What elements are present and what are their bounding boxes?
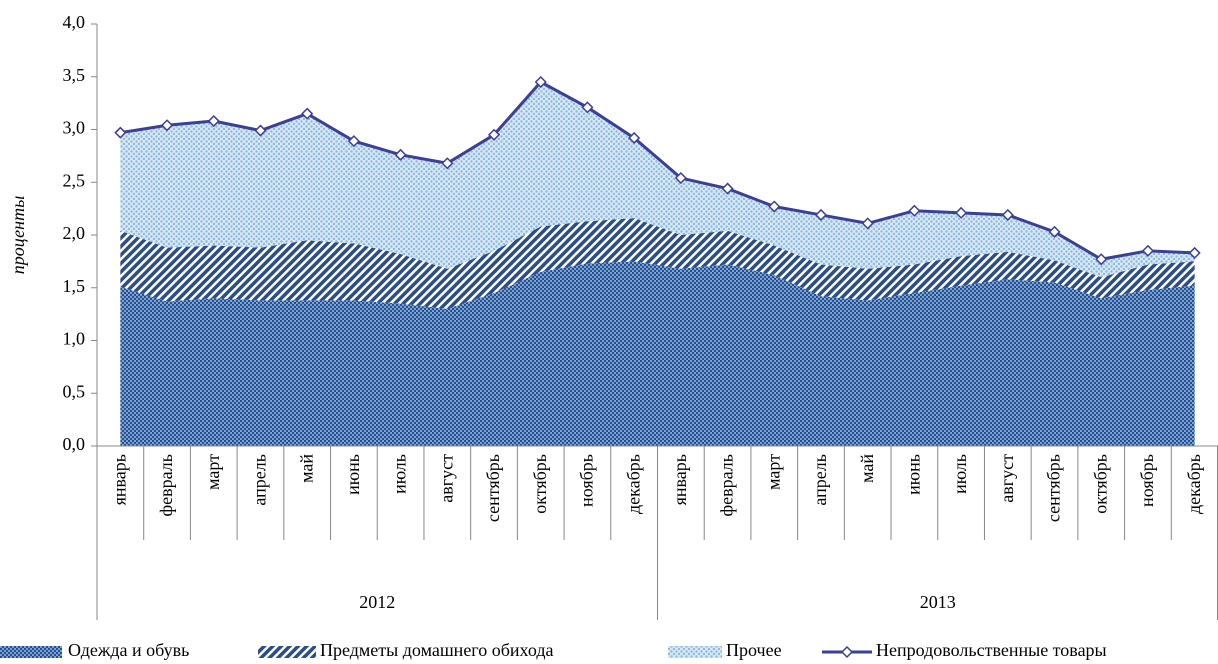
x-tick-label: август — [436, 454, 456, 503]
y-tick-label: 2,5 — [63, 170, 86, 190]
legend-label: Предметы домашнего обихода — [320, 640, 553, 660]
x-tick-label: октябрь — [530, 454, 550, 514]
marker — [254, 124, 267, 137]
marker — [394, 148, 407, 161]
marker — [534, 75, 547, 89]
marker — [721, 182, 734, 195]
marker — [441, 157, 454, 170]
marker — [861, 217, 874, 230]
marker — [955, 206, 968, 219]
group-label: 2013 — [920, 592, 956, 612]
y-tick-label: 1,0 — [63, 329, 86, 349]
group-label: 2012 — [359, 592, 395, 612]
legend-label: Непродовольственные товары — [876, 640, 1107, 660]
x-tick-label: февраль — [156, 454, 176, 517]
legend-swatch — [0, 646, 62, 658]
line — [120, 80, 1195, 261]
area — [120, 82, 1195, 278]
x-tick-label: апрель — [250, 454, 270, 506]
marker — [1141, 244, 1155, 257]
x-tick-label: ноябрь — [1137, 454, 1157, 507]
y-tick-label: 0,0 — [63, 434, 86, 454]
y-tick-label: 3,5 — [63, 65, 86, 85]
marker — [1188, 246, 1201, 259]
legend-marker — [840, 645, 854, 659]
legend-swatch — [258, 646, 316, 658]
marker — [908, 204, 921, 217]
marker — [161, 119, 174, 132]
marker — [581, 101, 594, 114]
y-tick-label: 0,5 — [63, 381, 86, 401]
y-tick-label: 4,0 — [63, 12, 86, 32]
marker — [628, 131, 641, 145]
legend-label: Одежда и обувь — [68, 640, 189, 660]
marker — [347, 135, 360, 148]
x-tick-label: февраль — [717, 454, 737, 517]
x-tick-label: сентябрь — [483, 454, 503, 522]
marker — [207, 114, 220, 128]
area — [120, 261, 1195, 446]
x-tick-label: июнь — [904, 454, 924, 495]
marker — [674, 171, 687, 185]
x-tick-label: март — [203, 454, 223, 490]
x-tick-label: август — [997, 454, 1017, 503]
x-tick-label: июнь — [343, 454, 363, 495]
x-tick-label: октябрь — [1090, 454, 1110, 514]
x-tick-label: апрель — [810, 454, 830, 506]
legend-swatch — [668, 646, 722, 658]
marker — [487, 128, 501, 141]
x-tick-label: ноябрь — [577, 454, 597, 507]
marker — [1048, 225, 1061, 238]
marker — [814, 208, 828, 222]
y-axis-label: проценты — [8, 196, 28, 275]
x-tick-label: июль — [950, 454, 970, 494]
x-tick-label: декабрь — [623, 454, 643, 514]
marker — [301, 107, 314, 120]
marker — [1095, 253, 1108, 266]
x-tick-label: сентябрь — [1044, 454, 1064, 522]
x-tick-label: январь — [109, 454, 129, 505]
x-tick-label: январь — [670, 454, 690, 505]
y-tick-label: 2,0 — [63, 223, 86, 243]
x-tick-label: июль — [390, 454, 410, 494]
legend-label: Прочее — [726, 640, 782, 660]
y-tick-label: 3,0 — [63, 118, 86, 138]
x-tick-label: декабрь — [1184, 454, 1204, 514]
area — [120, 218, 1195, 309]
x-tick-label: май — [296, 454, 316, 483]
marker — [114, 126, 127, 139]
marker — [1001, 208, 1014, 222]
marker — [768, 200, 781, 213]
x-tick-label: март — [763, 454, 783, 490]
y-tick-label: 1,5 — [63, 276, 86, 296]
x-tick-label: май — [857, 454, 877, 483]
